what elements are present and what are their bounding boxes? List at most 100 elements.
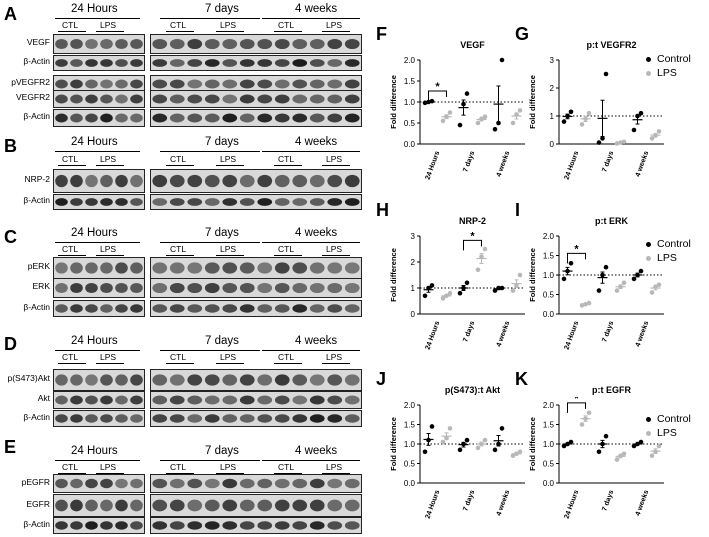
- blot-band: [222, 478, 238, 489]
- control-point: [603, 264, 609, 270]
- lps-point: [649, 136, 655, 141]
- blot-band: [187, 79, 203, 89]
- blot-band: [222, 282, 238, 294]
- blot-band: [152, 198, 168, 206]
- blot-band: [257, 499, 273, 512]
- lps-point: [653, 449, 658, 455]
- blot-band: [55, 414, 68, 423]
- blot-band: [274, 374, 290, 386]
- blot-band: [257, 113, 273, 123]
- blot-band: [239, 304, 255, 313]
- blot-band: [327, 59, 343, 67]
- control-point: [461, 285, 466, 291]
- blot-band: [85, 59, 98, 67]
- blot-band: [100, 499, 113, 512]
- blot-band: [327, 262, 343, 274]
- control-point: [561, 276, 567, 282]
- group-lps-label: LPS: [220, 462, 237, 472]
- blot-band: [85, 174, 98, 188]
- graph-k-letter: K: [515, 369, 528, 389]
- blot-band: [204, 374, 220, 386]
- group-underline: [216, 255, 244, 256]
- group-underline: [96, 31, 124, 32]
- blot-band: [187, 395, 203, 405]
- panel-c-label: C: [4, 227, 17, 247]
- group-underline: [166, 363, 194, 364]
- blot-band: [130, 282, 143, 294]
- blot-band: [55, 262, 68, 274]
- y-tick-label: 0.5: [404, 460, 416, 469]
- blot-band: [309, 395, 325, 405]
- blot-band: [257, 395, 273, 405]
- blot-strip-24h: [53, 34, 145, 54]
- group-underline: [262, 350, 360, 351]
- significance-bracket: [463, 239, 482, 251]
- blot-band: [130, 198, 143, 206]
- blot-band: [100, 174, 113, 188]
- control-marker-icon: [646, 56, 651, 62]
- timepoint-7-days: 7 days: [205, 136, 239, 148]
- lps-point: [618, 140, 623, 145]
- blot-band: [187, 499, 203, 512]
- blot-band: [222, 174, 238, 188]
- group-underline: [216, 473, 244, 474]
- blot-band: [169, 478, 185, 489]
- lps-point: [653, 133, 658, 138]
- y-tick-label: 0.5: [543, 291, 555, 300]
- blot-band: [239, 198, 255, 206]
- timepoint-7-days: 7 days: [205, 335, 239, 347]
- blot-band: [85, 395, 98, 405]
- group-underline: [58, 363, 86, 364]
- y-tick-label: 0: [550, 140, 555, 149]
- group-underline: [55, 460, 140, 461]
- blot-band: [292, 499, 308, 512]
- blot-band: [115, 113, 128, 123]
- group-underline: [55, 350, 140, 351]
- x-tick-label: 24 Hours: [564, 489, 581, 520]
- blot-strip-7d-4w: [150, 90, 362, 108]
- lps-point: [514, 112, 519, 117]
- blot-strip-24h: [53, 517, 145, 534]
- blot-band: [130, 59, 143, 67]
- lps-marker-icon: [646, 430, 651, 436]
- blot-band: [115, 478, 128, 489]
- lps-point: [482, 114, 488, 119]
- blot-band: [100, 395, 113, 405]
- blot-band: [204, 262, 220, 274]
- x-tick-label: 4 weeks: [496, 320, 512, 348]
- blot-band: [130, 499, 143, 512]
- lps-point: [440, 118, 446, 124]
- blot-band: [130, 521, 143, 530]
- blot-row-label: β-Actin: [23, 518, 50, 529]
- blot-band: [344, 414, 360, 423]
- blot-band: [327, 499, 343, 512]
- group-underline: [55, 18, 140, 19]
- blot-band: [187, 113, 203, 123]
- control-point: [429, 424, 435, 429]
- lps-point: [621, 451, 627, 457]
- group-lps-label: LPS: [220, 244, 237, 254]
- blot-band: [274, 478, 290, 489]
- lps-point: [649, 453, 655, 458]
- lps-point: [479, 254, 484, 260]
- blot-band: [115, 59, 128, 67]
- blot-band: [309, 59, 325, 67]
- blot-band: [222, 304, 238, 313]
- blot-band: [187, 174, 203, 188]
- group-underline: [262, 18, 360, 19]
- blot-band: [100, 374, 113, 386]
- blot-band: [115, 174, 128, 188]
- blot-row-label: β-Actin: [23, 411, 50, 422]
- blot-band: [222, 414, 238, 423]
- blot-band: [85, 79, 98, 89]
- y-tick-label: 1.5: [404, 421, 416, 430]
- blot-band: [292, 521, 308, 530]
- blot-band: [85, 478, 98, 489]
- blot-band: [85, 499, 98, 512]
- blot-band: [100, 521, 113, 530]
- blot-band: [344, 521, 360, 530]
- blot-band: [204, 94, 220, 104]
- blot-band: [204, 478, 220, 489]
- blot-band: [222, 374, 238, 386]
- blot-band: [70, 113, 83, 123]
